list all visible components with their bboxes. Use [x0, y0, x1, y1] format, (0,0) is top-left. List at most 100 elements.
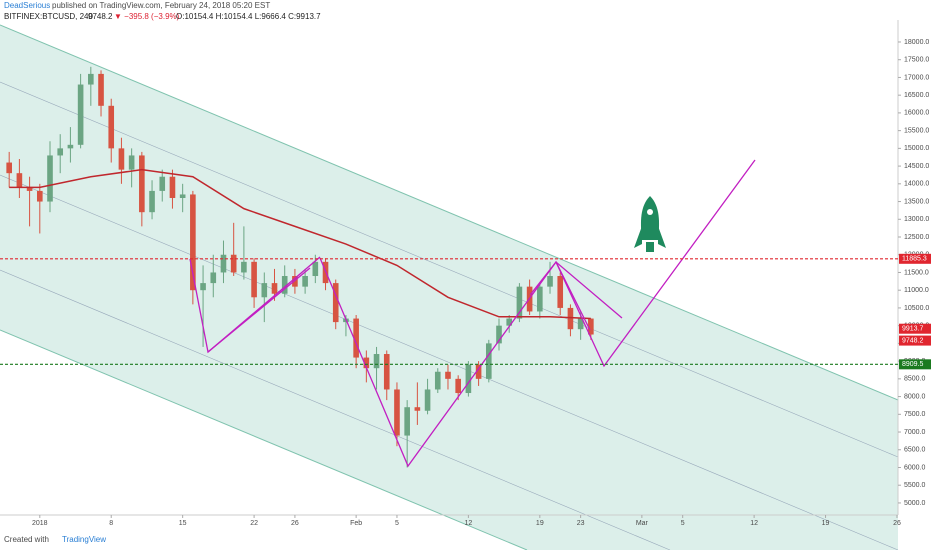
candle-body [445, 371, 451, 379]
symbol: BITFINEX:BTCUSD, 240 [4, 12, 93, 21]
x-tick-label: 26 [893, 520, 901, 527]
footer-brand[interactable]: TradingView [62, 535, 106, 544]
candle-body [88, 73, 94, 85]
y-tick-label: 14500.0 [904, 163, 929, 170]
candle-body [588, 318, 594, 335]
candle-body [149, 190, 155, 213]
x-tick-label: 5 [681, 520, 685, 527]
x-tick-label: 19 [822, 520, 830, 527]
y-tick-label: 12500.0 [904, 234, 929, 241]
x-tick-label: 2018 [32, 520, 48, 527]
level-label: 11885.3 [902, 256, 927, 263]
price-tag [899, 323, 931, 334]
candle-body [557, 276, 564, 308]
change: ▼ −395.8 (−3.9%) [114, 12, 180, 21]
candle-body [251, 261, 257, 298]
plot [6, 66, 594, 468]
y-tick-label: 7000.0 [904, 429, 926, 436]
y-tick-label: 18000.0 [904, 39, 929, 46]
y-tick-label: 15000.0 [904, 145, 929, 152]
y-tick-label: 10500.0 [904, 305, 929, 312]
candle-body [455, 378, 461, 394]
price-label: 9748.2 [902, 337, 924, 344]
y-tick-label: 16500.0 [904, 92, 929, 99]
pattern [189, 159, 756, 468]
x-tick-label: 19 [536, 520, 544, 527]
candle-body [363, 357, 370, 369]
candle-body [383, 354, 390, 390]
y-tick-label: 7500.0 [904, 411, 926, 418]
y-tick-label: 6000.0 [904, 464, 926, 471]
candle-body [537, 286, 543, 312]
candle-body [577, 318, 584, 330]
candle-body [281, 276, 288, 294]
level-tag [899, 253, 931, 264]
candle-body [200, 283, 206, 291]
y-tick-label: 15500.0 [904, 127, 929, 134]
x-tick-label: 12 [464, 520, 472, 527]
candle-body [169, 176, 176, 199]
candle-body [353, 318, 359, 358]
x-tick-label: Feb [350, 520, 362, 527]
candle-body [414, 407, 421, 411]
candle-body [118, 148, 125, 170]
y-tick-label: 8500.0 [904, 376, 926, 383]
y-tick-label: 13000.0 [904, 216, 929, 223]
candle-body [332, 283, 339, 323]
candle-body [220, 254, 227, 273]
candle-body [26, 187, 33, 191]
candle-body [567, 307, 574, 330]
candle-body [404, 407, 410, 436]
candle-body [547, 276, 553, 287]
level-label: 8909.5 [902, 361, 924, 368]
y-tick-label: 5000.0 [904, 500, 926, 507]
y-tick-label: 8000.0 [904, 393, 926, 400]
ohlc: O:10154.4 H:10154.4 L:9666.4 C:9913.7 [176, 12, 321, 21]
candle-body [312, 261, 319, 277]
y-tick-label: 11000.0 [904, 287, 929, 294]
candle-body [475, 364, 482, 379]
moving-average [9, 168, 591, 320]
candle-body [128, 155, 135, 170]
x-tick-label: 23 [577, 520, 585, 527]
x-tick-label: 8 [109, 520, 113, 527]
candle-body [77, 84, 84, 145]
channel [0, 24, 899, 551]
published: published on TradingView.com, February 2… [52, 1, 270, 10]
candle-body [6, 162, 12, 174]
candle-body [159, 176, 166, 191]
level-tag [899, 359, 931, 370]
candle-body [485, 343, 492, 379]
candle-body [373, 354, 380, 369]
y-tick-label: 11500.0 [904, 269, 929, 276]
candle-body [16, 173, 23, 188]
candle-body [139, 155, 145, 213]
candle-body [261, 283, 268, 298]
candle-body [108, 105, 115, 149]
price-tag [899, 335, 931, 346]
x-tick-label: Mar [636, 520, 649, 527]
y-tick-label: 13500.0 [904, 198, 929, 205]
y-tick-label: 17500.0 [904, 57, 929, 64]
author[interactable]: DeadSerious [4, 1, 50, 10]
candle-body [190, 194, 196, 291]
candle-body [465, 364, 472, 394]
candle-body [241, 261, 247, 273]
footer-created: Created with [4, 535, 49, 544]
y-tick-label: 16000.0 [904, 110, 929, 117]
candle-body [36, 190, 43, 202]
x-tick-label: 15 [179, 520, 187, 527]
candle-body [292, 276, 298, 287]
candle-body [57, 148, 64, 156]
y-tick-label: 6500.0 [904, 447, 926, 454]
candle-body [516, 286, 523, 319]
x-tick-label: 12 [750, 520, 758, 527]
last-price: 9748.2 [88, 12, 113, 21]
candle-body [496, 325, 502, 344]
x-tick-label: 26 [291, 520, 299, 527]
candle-body [434, 371, 441, 390]
candle-body [302, 276, 308, 287]
candle-body [506, 318, 513, 326]
